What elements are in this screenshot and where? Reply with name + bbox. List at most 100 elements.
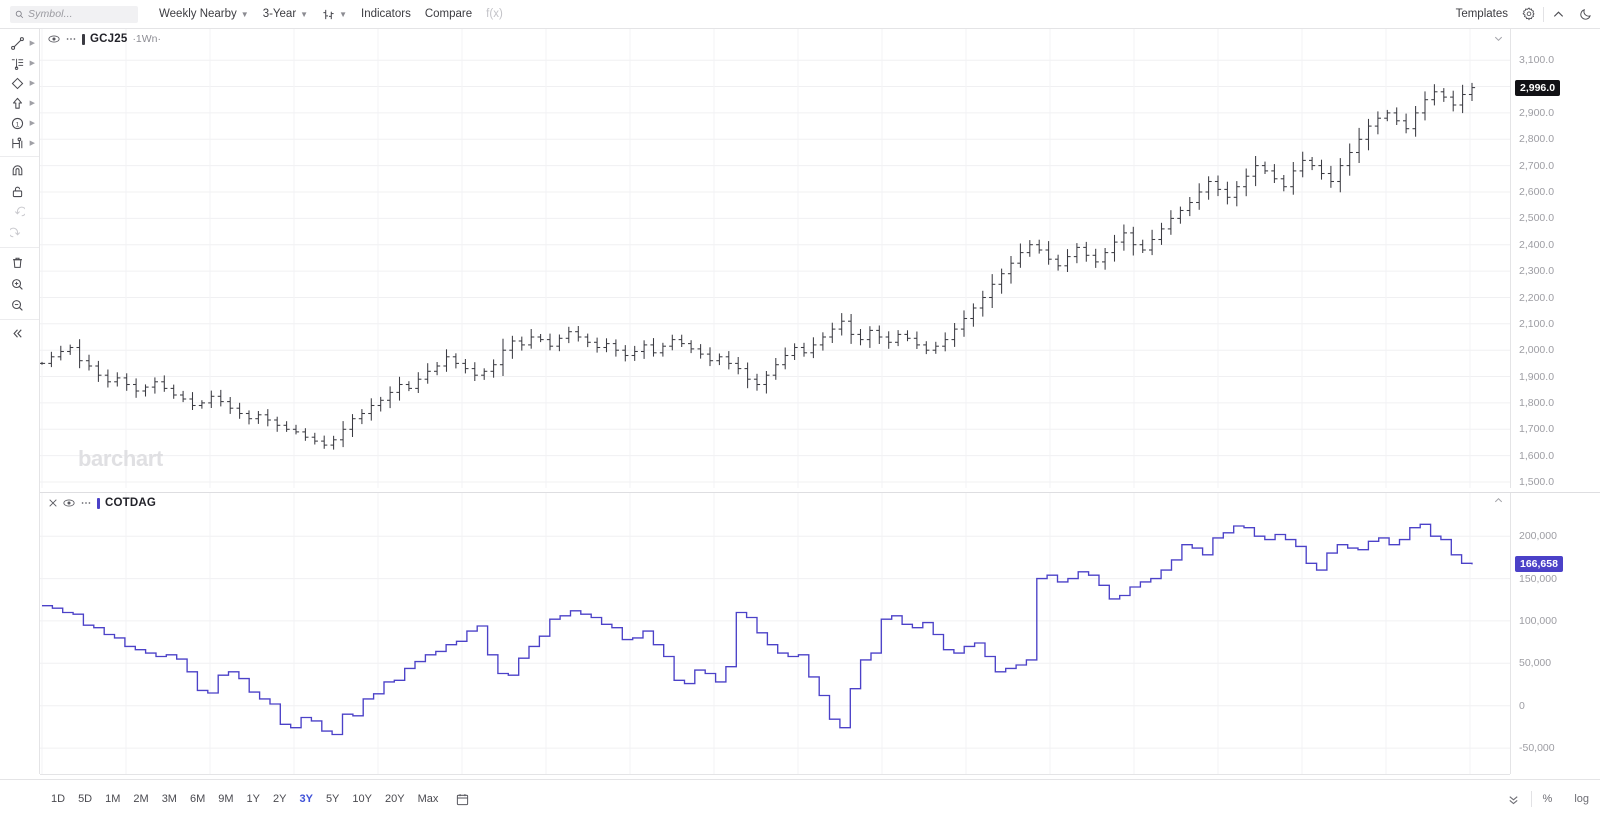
interval-label: Weekly Nearby: [159, 8, 237, 20]
price-plot-area[interactable]: [40, 29, 1510, 488]
chevrons-left-icon: [13, 329, 22, 338]
fx-button[interactable]: f(x): [479, 0, 510, 29]
measure-tool[interactable]: ▶: [0, 133, 39, 153]
timeframe-10y[interactable]: 10Y: [352, 793, 372, 805]
toolbar-divider: [1543, 6, 1544, 22]
moon-icon: [1580, 9, 1591, 20]
zoom-in-icon: [12, 279, 23, 290]
search-icon: [15, 10, 24, 18]
timeframe-2y[interactable]: 2Y: [273, 793, 287, 805]
range-label: 3-Year: [262, 8, 297, 20]
price-symbol-label[interactable]: GCJ25: [90, 33, 128, 45]
timeframe-max[interactable]: Max: [417, 793, 439, 805]
cot-chart-svg: [40, 493, 1510, 774]
arrow-tool[interactable]: ▶: [0, 93, 39, 113]
zoom-in-tool[interactable]: [0, 274, 39, 295]
cot-symbol-label[interactable]: COTDAG: [105, 497, 157, 509]
measure-icon: [12, 137, 23, 148]
price-interval-label: ·1Wn·: [132, 33, 162, 45]
price-y-tick: 1,500.0: [1519, 476, 1555, 488]
shapes-tool[interactable]: ▶: [0, 73, 39, 93]
templates-button[interactable]: Templates: [1449, 0, 1515, 29]
cot-y-tick: 150,000: [1519, 572, 1557, 585]
annotation-tool[interactable]: 1 ▶: [0, 113, 39, 133]
price-y-tick: 2,500.0: [1519, 212, 1555, 225]
undo-icon: [14, 206, 25, 217]
rail-divider: [0, 319, 39, 320]
interval-selector[interactable]: Weekly Nearby ▼: [152, 0, 256, 29]
collapse-rail-button[interactable]: [0, 323, 39, 344]
price-y-tick: 2,900.0: [1519, 106, 1555, 119]
cot-y-axis[interactable]: 200,000 150,000 100,000 50,000 0 -50,000 166,…: [1510, 493, 1600, 774]
timeframe-6m[interactable]: 6M: [189, 793, 206, 805]
redo-icon: [10, 227, 21, 238]
symbol-search-input[interactable]: Symbol...: [10, 5, 138, 23]
eye-icon[interactable]: [63, 497, 75, 509]
chart-container[interactable]: GCJ25 ·1Wn· barchart 3,100.0 2,900.0 2,800…: [40, 29, 1600, 774]
log-scale-button[interactable]: log: [1563, 780, 1600, 818]
chevron-up-icon: [1494, 497, 1503, 503]
chevron-right-icon: ▶: [29, 60, 35, 67]
chevron-right-icon: ▶: [29, 80, 35, 87]
date-range-picker-button[interactable]: [445, 780, 480, 818]
svg-text:1: 1: [16, 121, 20, 128]
chevron-right-icon: ▶: [29, 140, 35, 147]
price-y-axis[interactable]: 3,100.0 2,900.0 2,800.0 2,700.0 2,600.0 2,500…: [1510, 29, 1600, 488]
indicators-label: Indicators: [361, 8, 411, 20]
timeframe-1m[interactable]: 1M: [105, 793, 121, 805]
magnet-icon: [12, 165, 23, 176]
close-icon[interactable]: [48, 498, 58, 508]
cot-pane[interactable]: COTDAG 200,000 150,000 100,000 50,000 0 -50,0…: [40, 492, 1600, 774]
price-pane-header: GCJ25 ·1Wn·: [48, 33, 161, 45]
timeframe-3m[interactable]: 3M: [161, 793, 177, 805]
timeframe-2m[interactable]: 2M: [133, 793, 149, 805]
line-tool[interactable]: ▶: [0, 33, 39, 53]
bottom-toolbar: 1D 5D 1M 2M 3M 6M 9M 1Y 2Y 3Y 5Y 10Y 20Y Max % log: [0, 779, 1600, 818]
cot-pane-header: COTDAG: [48, 497, 156, 509]
templates-label: Templates: [1455, 8, 1508, 20]
indicators-button[interactable]: Indicators: [354, 0, 418, 29]
magnet-tool[interactable]: [0, 160, 39, 181]
cot-pane-collapse-button[interactable]: [1493, 495, 1504, 506]
fibonacci-tool[interactable]: ▶: [0, 53, 39, 73]
price-y-tick: 2,700.0: [1519, 159, 1555, 172]
settings-button[interactable]: [1515, 0, 1543, 29]
zoom-out-tool[interactable]: [0, 295, 39, 316]
chevron-right-icon: ▶: [29, 120, 35, 127]
lock-tool[interactable]: [0, 181, 39, 202]
cot-y-tick: 100,000: [1519, 614, 1557, 627]
compare-button[interactable]: Compare: [418, 0, 479, 29]
cot-plot-area[interactable]: [40, 493, 1510, 774]
price-pane[interactable]: GCJ25 ·1Wn· barchart 3,100.0 2,900.0 2,800…: [40, 29, 1600, 488]
lock-icon: [12, 186, 23, 198]
eye-icon[interactable]: [48, 33, 60, 45]
timeframe-20y[interactable]: 20Y: [384, 793, 405, 805]
fibonacci-icon: [11, 58, 24, 70]
timeframe-3y[interactable]: 3Y: [299, 793, 313, 805]
percent-label: %: [1542, 793, 1553, 805]
chevrons-down-icon: [1508, 795, 1518, 804]
collapse-panel-button[interactable]: [1496, 780, 1531, 818]
more-dots-icon[interactable]: [65, 33, 77, 45]
calendar-icon: [457, 793, 469, 805]
expand-button[interactable]: [1544, 0, 1572, 29]
timeframe-5y[interactable]: 5Y: [325, 793, 340, 805]
chevron-down-icon: ▼: [240, 10, 249, 19]
timeframe-1y[interactable]: 1Y: [246, 793, 260, 805]
more-dots-icon[interactable]: [80, 497, 92, 509]
price-pane-collapse-button[interactable]: [1493, 33, 1504, 44]
chevron-right-icon: ▶: [29, 100, 35, 107]
series-color-swatch: [97, 497, 100, 509]
range-selector[interactable]: 3-Year ▼: [256, 0, 315, 29]
undo-tool[interactable]: [0, 202, 39, 223]
theme-toggle-button[interactable]: [1572, 0, 1600, 29]
chart-type-selector[interactable]: ▼: [315, 0, 354, 29]
price-y-tick: 2,200.0: [1519, 291, 1555, 304]
redo-tool[interactable]: [0, 223, 39, 244]
timeframe-1d[interactable]: 1D: [51, 793, 66, 805]
timeframe-9m[interactable]: 9M: [218, 793, 234, 805]
price-y-tick: 1,900.0: [1519, 370, 1555, 383]
delete-tool[interactable]: [0, 251, 39, 274]
timeframe-5d[interactable]: 5D: [78, 793, 93, 805]
percent-scale-button[interactable]: %: [1532, 780, 1564, 818]
